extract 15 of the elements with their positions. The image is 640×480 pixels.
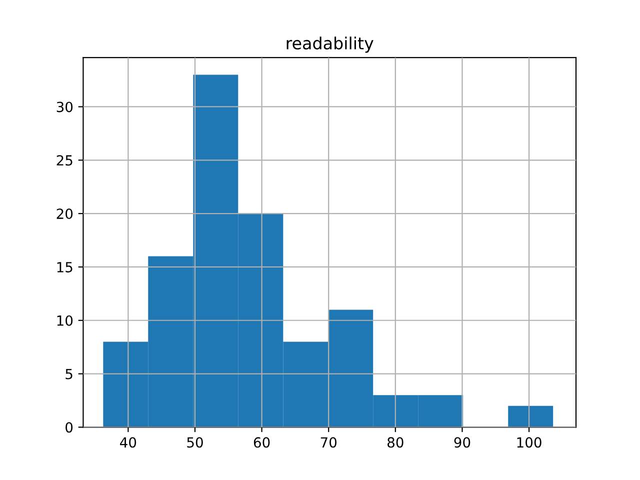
x-tick-label: 90 [454,437,470,448]
x-tick-label: 40 [120,437,136,448]
y-tick-label: 20 [56,208,73,220]
y-tick-label: 5 [66,368,72,380]
x-tick-label: 60 [254,437,270,448]
x-tick-label: 50 [187,437,203,448]
y-tick-label: 0 [66,422,73,433]
x-tick-label: 80 [388,437,404,448]
y-tick-label: 30 [56,102,73,112]
y-tick-label: 15 [57,262,72,272]
x-tick-label: 70 [320,437,337,448]
y-tick-label: 10 [57,315,73,326]
y-tick-label: 25 [56,155,72,166]
chart-title: readability [286,36,374,53]
x-tick-label: 100 [517,437,542,448]
